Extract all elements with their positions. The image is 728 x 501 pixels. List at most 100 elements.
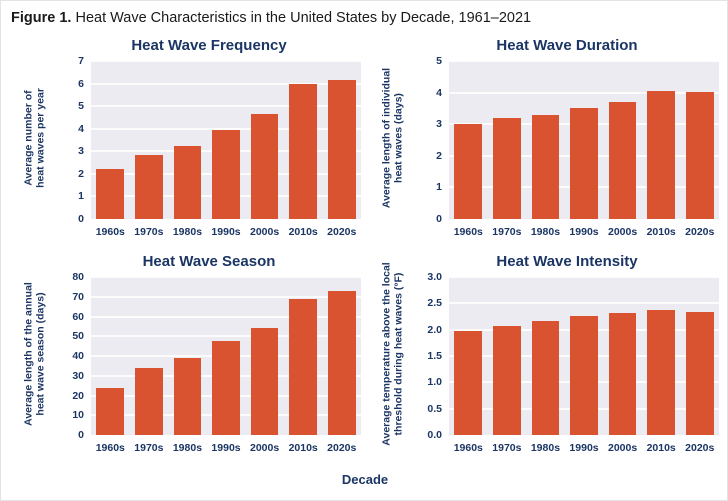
y-tick-label: 70	[72, 290, 84, 303]
figure-title: Figure 1. Heat Wave Characteristics in t…	[11, 10, 531, 26]
y-tick-label: 30	[72, 369, 84, 382]
x-tick-label: 1970s	[492, 441, 522, 454]
y-axis-ticks: 0 1 2 3 4 5 6 7	[57, 55, 91, 225]
x-tick-label: 1980s	[530, 441, 561, 454]
x-tick-label: 2020s	[327, 225, 357, 238]
y-tick-label: 20	[72, 389, 84, 402]
y-axis-label-line: Average length of the annual	[22, 282, 35, 426]
y-tick-label: 4	[436, 86, 442, 99]
y-tick-label: 6	[78, 77, 84, 90]
bar-slot	[168, 277, 207, 435]
x-tick-label: 2020s	[685, 441, 715, 454]
bar-1980s	[531, 114, 560, 219]
bar-1980s	[173, 145, 202, 219]
x-tick-label: 1990s	[211, 225, 241, 238]
y-tick-label: 80	[72, 271, 84, 283]
x-tick-label: 1970s	[492, 225, 522, 238]
bar-slot	[130, 61, 169, 219]
bar-slot	[642, 61, 681, 219]
y-tick-label: 1	[436, 181, 442, 194]
bar-slot	[91, 277, 130, 435]
bar-slot	[91, 61, 130, 219]
bars-group	[449, 277, 719, 435]
y-tick-label: 0.0	[427, 429, 442, 441]
plot-area	[449, 276, 719, 435]
plot-area	[449, 60, 719, 219]
y-tick-label: 5	[78, 100, 84, 113]
gridline	[91, 315, 361, 318]
bar-slot	[207, 61, 246, 219]
bar-1970s	[134, 367, 163, 435]
x-tick-label: 1960s	[95, 441, 125, 454]
gridline	[449, 276, 719, 278]
bar-slot	[284, 277, 323, 435]
x-tick-label: 1990s	[211, 441, 241, 454]
bar-1990s	[570, 108, 598, 219]
bar-2020s	[685, 91, 714, 219]
x-axis-title: Decade	[341, 472, 389, 487]
bar-1960s	[96, 169, 125, 219]
x-tick-label: 2000s	[608, 441, 638, 454]
x-tick-label: 1960s	[453, 441, 483, 454]
figure-title-text: Heat Wave Characteristics in the United …	[71, 10, 532, 26]
y-tick-label: 4	[78, 122, 84, 135]
y-tick-label: 1.5	[427, 350, 442, 362]
bar-slot	[526, 61, 565, 219]
bar-slot	[565, 61, 604, 219]
y-axis-label-line: heat waves per year	[35, 88, 47, 188]
plot-area	[91, 276, 361, 435]
gridline	[91, 60, 361, 62]
y-axis-label: Average length of individual heat waves …	[371, 35, 415, 241]
chart-heat-wave-season: Average length of the annual heat wave s…	[13, 251, 361, 457]
y-tick-label: 10	[72, 409, 84, 422]
bar-2010s	[289, 298, 318, 435]
bar-slot	[322, 277, 361, 435]
x-tick-label: 2020s	[685, 225, 715, 238]
y-axis-label: Average number of heat waves per year	[13, 35, 57, 241]
y-axis-label-line: threshold during heat waves (°F)	[393, 272, 405, 436]
gridline	[449, 302, 719, 305]
y-tick-label: 3	[436, 118, 442, 131]
y-axis-label: Average length of the annual heat wave s…	[13, 251, 57, 457]
chart-title: Heat Wave Season	[142, 253, 276, 270]
y-tick-label: 0	[436, 213, 442, 225]
y-axis-label-line: Average number of	[22, 90, 35, 186]
y-tick-label: 2	[436, 149, 442, 162]
bar-slot	[207, 277, 246, 435]
x-tick-label: 1980s	[172, 441, 203, 454]
chart-heat-wave-intensity: Average temperature above the local thre…	[371, 251, 719, 457]
bar-2010s	[647, 310, 676, 435]
y-tick-label: 2	[78, 167, 84, 180]
bar-1980s	[173, 357, 202, 435]
chart-heat-wave-duration: Average length of individual heat waves …	[371, 35, 719, 241]
bar-2000s	[250, 328, 279, 435]
x-axis-labels: 1960s 1970s 1980s 1990s 2000s 2010s 2020s	[91, 219, 361, 241]
gridline	[91, 82, 361, 85]
bar-1970s	[492, 325, 521, 435]
gridline	[91, 295, 361, 298]
bar-slot	[488, 61, 527, 219]
x-tick-label: 1990s	[569, 441, 599, 454]
x-tick-label: 1960s	[95, 225, 125, 238]
bar-slot	[245, 61, 284, 219]
bar-slot	[603, 61, 642, 219]
chart-heat-wave-frequency: Average number of heat waves per year He…	[13, 35, 361, 241]
bar-slot	[603, 277, 642, 435]
bar-slot	[130, 277, 169, 435]
chart-title: Heat Wave Frequency	[131, 37, 287, 54]
gridline	[91, 335, 361, 338]
y-tick-label: 3.0	[427, 271, 442, 283]
bar-slot	[449, 61, 488, 219]
x-tick-label: 2000s	[250, 441, 280, 454]
figure-number-label: Figure 1.	[11, 10, 72, 26]
y-axis-label-line: heat wave season (days)	[35, 292, 47, 416]
x-tick-label: 1980s	[172, 225, 203, 238]
y-axis-label-line: heat waves (days)	[393, 93, 405, 183]
y-axis-label-line: Average temperature above the local	[380, 262, 393, 446]
x-tick-label: 1970s	[134, 441, 164, 454]
bar-slot	[526, 277, 565, 435]
x-tick-label: 2020s	[327, 441, 357, 454]
x-axis-labels: 1960s 1970s 1980s 1990s 2000s 2010s 2020s	[449, 219, 719, 241]
x-tick-label: 1970s	[134, 225, 164, 238]
